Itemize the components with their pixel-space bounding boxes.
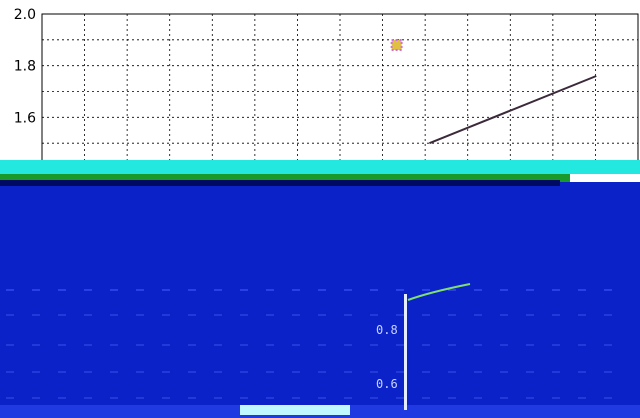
inset-tick-0: 0.8 xyxy=(376,323,398,337)
y-tick-label: 1.8 xyxy=(14,59,36,75)
y-axis-ticks: 2.0 1.8 1.6 xyxy=(14,7,36,126)
y-tick-label: 2.0 xyxy=(14,7,36,23)
glitch-strip-cyan-bottom xyxy=(240,405,350,415)
glitch-region: 0.8 0.6 xyxy=(0,160,640,418)
series-line xyxy=(429,75,597,145)
grid xyxy=(42,14,638,169)
inset-axis-left xyxy=(404,294,407,410)
series-layer xyxy=(390,39,597,145)
glitch-block-dark xyxy=(0,180,560,186)
data-point xyxy=(390,39,403,51)
inset-tick-1: 0.6 xyxy=(376,377,398,391)
inset-line xyxy=(407,283,471,301)
glitch-dashes xyxy=(6,289,612,399)
y-tick-label: 1.6 xyxy=(14,110,36,126)
glitch-band-blue xyxy=(0,182,640,412)
glitch-band-top-cyan xyxy=(0,160,640,174)
